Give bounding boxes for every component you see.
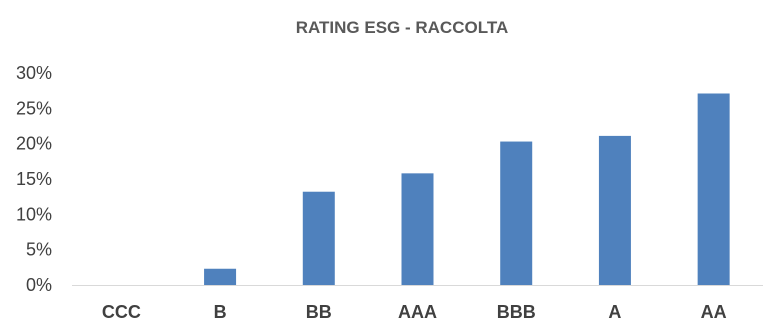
x-axis: CCC B BB AAA BBB A AA [102, 302, 727, 320]
y-tick-label: 30% [16, 63, 52, 83]
x-tick-label: BBB [497, 302, 536, 320]
bar-a [598, 135, 631, 285]
x-tick-label: B [214, 302, 227, 320]
bar-aaa [401, 173, 434, 285]
bars [204, 93, 730, 285]
x-tick-label: A [608, 302, 621, 320]
bar-b [204, 268, 237, 285]
x-tick-label: AA [701, 302, 727, 320]
bar-bbb [500, 141, 533, 285]
y-tick-label: 15% [16, 169, 52, 189]
bar-bb [302, 191, 335, 285]
bar-aa [697, 93, 730, 285]
y-axis: 0% 5% 10% 15% 20% 25% 30% [16, 63, 52, 295]
x-tick-label: BB [306, 302, 332, 320]
y-tick-label: 25% [16, 98, 52, 118]
y-tick-label: 5% [26, 240, 52, 260]
y-tick-label: 20% [16, 134, 52, 154]
chart-title: RATING ESG - RACCOLTA [296, 18, 508, 37]
x-tick-label: CCC [102, 302, 141, 320]
y-tick-label: 10% [16, 204, 52, 224]
x-tick-label: AAA [398, 302, 437, 320]
y-tick-label: 0% [26, 275, 52, 295]
